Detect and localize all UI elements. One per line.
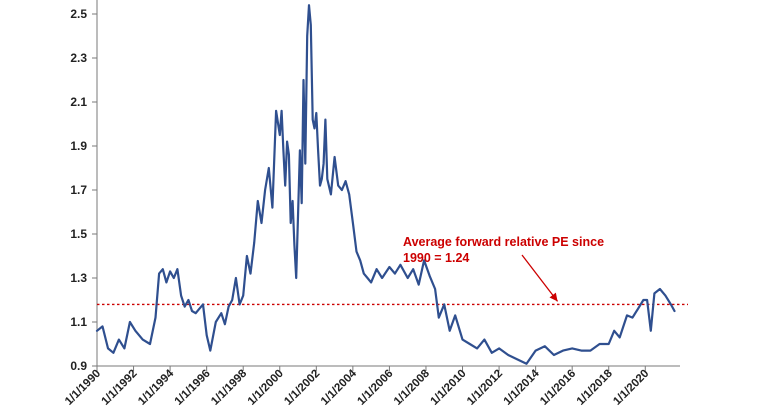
x-tick-label: 1/1/2002 [282,368,322,408]
x-tick-label: 1/1/2000 [246,368,286,408]
series-group [95,4,676,365]
x-tick-label: 1/1/2006 [355,368,395,408]
y-tick-label: 2.5 [70,7,87,21]
annotations: Average forward relative PE since 1990 = … [403,235,604,302]
annotation-arrowhead [549,292,558,302]
x-tick-label: 1/1/2016 [538,368,578,408]
annotation-arrow-line [521,254,559,302]
y-tick-label: 2.3 [70,51,87,65]
x-tick-label: 1/1/1992 [100,368,140,408]
annotation-text: Average forward relative PE since [403,235,604,249]
x-tick-label: 1/1/1998 [209,367,250,408]
x-tick-label: 1/1/1996 [173,368,213,408]
y-tick-label: 1.9 [70,139,87,153]
x-tick-label: 1/1/2012 [465,368,505,408]
x-tick-label: 1/1/2018 [575,367,616,408]
y-tick-label: 2.1 [70,95,87,109]
x-tick-label: 1/1/2010 [428,368,468,408]
x-tick-label: 1/1/2004 [319,367,360,408]
y-tick-label: 1.7 [70,183,87,197]
x-tick-label: 1/1/1994 [136,367,177,408]
x-tick-label: 1/1/1990 [63,368,103,408]
x-axis: 1/1/19901/1/19921/1/19941/1/19961/1/1998… [63,365,680,408]
y-tick-label: 1.5 [70,227,87,241]
x-tick-label: 1/1/2014 [502,367,543,408]
y-tick-label: 1.3 [70,271,87,285]
annotation-text: 1990 = 1.24 [403,251,469,265]
y-tick-label: 0.9 [70,359,87,373]
x-tick-label: 1/1/2008 [392,367,433,408]
y-axis: 0.9 1.1 1.3 1.5 1.7 1.9 2.1 2.3 2.5 [70,0,98,373]
relative-pe-line [95,4,676,365]
y-tick-label: 1.1 [70,315,87,329]
x-tick-label: 1/1/2020 [611,368,651,408]
